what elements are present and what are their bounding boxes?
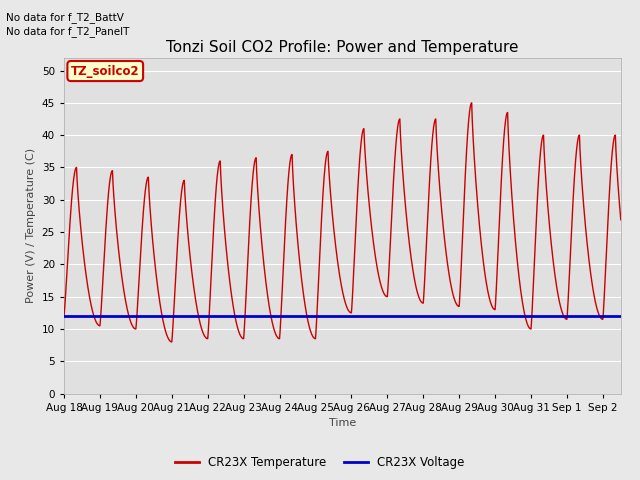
Y-axis label: Power (V) / Temperature (C): Power (V) / Temperature (C) xyxy=(26,148,36,303)
Legend: CR23X Temperature, CR23X Voltage: CR23X Temperature, CR23X Voltage xyxy=(170,452,470,474)
Text: No data for f_T2_BattV: No data for f_T2_BattV xyxy=(6,12,124,23)
X-axis label: Time: Time xyxy=(329,418,356,428)
Text: TZ_soilco2: TZ_soilco2 xyxy=(71,64,140,78)
Text: No data for f_T2_PanelT: No data for f_T2_PanelT xyxy=(6,26,130,37)
Title: Tonzi Soil CO2 Profile: Power and Temperature: Tonzi Soil CO2 Profile: Power and Temper… xyxy=(166,40,518,55)
